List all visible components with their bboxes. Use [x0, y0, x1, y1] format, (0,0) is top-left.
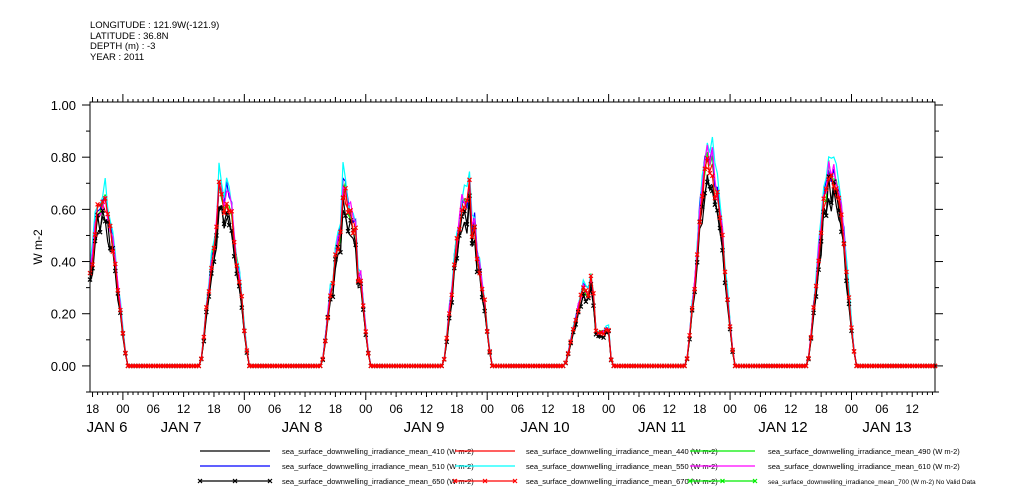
x-day-label: JAN 7	[161, 419, 202, 436]
x-hour-label: 12	[420, 402, 434, 416]
header-year: YEAR : 2011	[90, 51, 145, 63]
series-line-4	[89, 136, 935, 367]
y-axis-label: W m-2	[31, 229, 45, 265]
plot-header: LONGITUDE : 121.9W(-121.9) LATITUDE : 36…	[90, 20, 220, 63]
x-hour-label: 18	[814, 402, 828, 416]
series-line-1	[89, 163, 935, 367]
y-tick-label: 1.00	[51, 98, 76, 113]
legend-marker	[452, 478, 458, 484]
legend-label: sea_surface_downwelling_irradiance_mean_…	[282, 447, 474, 456]
x-hour-label: 06	[511, 402, 525, 416]
x-day-label: JAN 12	[758, 419, 807, 436]
x-hour-label: 06	[389, 402, 403, 416]
legend-label: sea_surface_downwelling_irradiance_mean_…	[768, 462, 960, 471]
legend-label: sea_surface_downwelling_irradiance_mean_…	[768, 479, 976, 486]
x-hour-label: 00	[845, 402, 859, 416]
legend-marker	[512, 478, 518, 484]
x-hour-label: 06	[147, 402, 161, 416]
legend-label: sea_surface_downwelling_irradiance_mean_…	[282, 462, 474, 471]
series-line-0	[89, 174, 935, 367]
legend-marker	[197, 478, 203, 484]
x-hour-label: 00	[723, 402, 737, 416]
x-day-label: JAN 13	[862, 419, 911, 436]
x-hour-label: 18	[693, 402, 707, 416]
x-day-label: JAN 11	[638, 419, 686, 436]
x-hour-label: 12	[784, 402, 798, 416]
x-hour-label: 00	[116, 402, 130, 416]
x-hour-label: 12	[906, 402, 920, 416]
y-tick-label: 0.00	[51, 359, 76, 374]
legend-label: sea_surface_downwelling_irradiance_mean_…	[282, 477, 474, 486]
legend-marker	[482, 478, 488, 484]
x-hour-label: 18	[207, 402, 221, 416]
x-hour-label: 06	[268, 402, 282, 416]
x-hour-label: 12	[663, 402, 677, 416]
x-hour-label: 06	[875, 402, 889, 416]
legend-marker	[267, 478, 273, 484]
y-tick-label: 0.60	[51, 202, 76, 217]
x-hour-label: 00	[238, 402, 252, 416]
y-tick-label: 0.20	[51, 307, 76, 322]
series-line-7	[89, 158, 935, 367]
x-hour-label: 18	[86, 402, 100, 416]
x-hour-label: 00	[602, 402, 616, 416]
x-hour-label: 12	[177, 402, 191, 416]
x-hour-label: 18	[329, 402, 343, 416]
y-tick-label: 0.40	[51, 255, 76, 270]
x-day-label: JAN 9	[404, 419, 445, 436]
x-hour-label: 06	[754, 402, 768, 416]
legend-marker	[752, 478, 758, 484]
y-tick-label: 0.80	[51, 150, 76, 165]
header-longitude: LONGITUDE : 121.9W(-121.9)	[90, 20, 220, 31]
legend-label: sea_surface_downwelling_irradiance_mean_…	[526, 477, 718, 486]
header-depth: DEPTH (m) : -3	[90, 41, 156, 52]
series-line-2	[89, 151, 935, 367]
x-hour-label: 12	[298, 402, 312, 416]
legend-label: sea_surface_downwelling_irradiance_mean_…	[526, 462, 718, 471]
x-hour-label: 06	[632, 402, 646, 416]
legend-label: sea_surface_downwelling_irradiance_mean_…	[526, 447, 718, 456]
series-markers-7	[87, 155, 938, 369]
x-day-label: JAN 6	[87, 419, 128, 436]
legend-marker	[687, 478, 693, 484]
legend-marker	[720, 478, 725, 484]
x-hour-label: 18	[450, 402, 464, 416]
x-day-label: JAN 10	[520, 419, 569, 436]
legend-label: sea_surface_downwelling_irradiance_mean_…	[768, 447, 960, 456]
legend-marker	[232, 478, 238, 484]
series-line-5	[89, 144, 935, 367]
x-hour-label: 18	[572, 402, 586, 416]
series-line-6	[89, 176, 935, 367]
x-hour-label: 00	[481, 402, 495, 416]
x-day-label: JAN 8	[282, 419, 323, 436]
x-hour-label: 00	[359, 402, 373, 416]
x-hour-label: 12	[541, 402, 555, 416]
header-latitude: LATITUDE : 36.8N	[90, 30, 169, 42]
